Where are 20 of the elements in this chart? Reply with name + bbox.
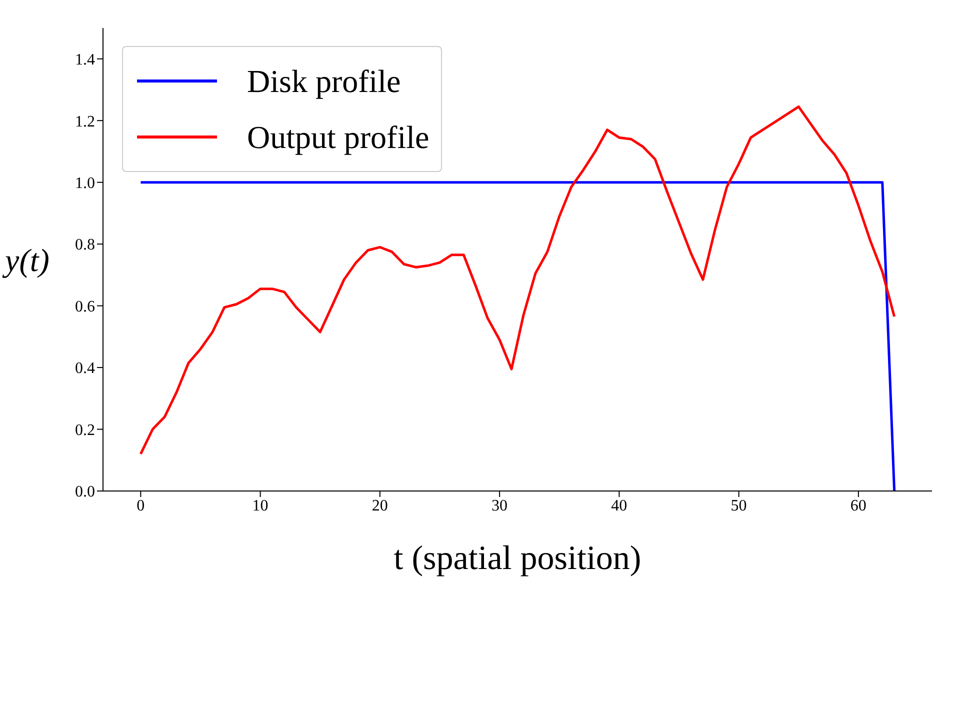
y-tick-label: 1.2 <box>75 113 95 130</box>
x-tick-label: 50 <box>730 497 747 514</box>
x-tick-label: 40 <box>611 497 628 514</box>
y-tick-label: 0.0 <box>75 484 95 501</box>
x-tick-label: 20 <box>372 497 388 514</box>
y-tick-label: 0.4 <box>75 360 95 378</box>
y-tick-label: 1.0 <box>75 175 95 192</box>
y-tick-label: 1.4 <box>75 52 95 69</box>
line-series <box>139 105 896 456</box>
x-axis-title: t (spatial position) <box>394 540 642 577</box>
y-axis-title: y(t) <box>2 242 50 278</box>
y-tick-label: 0.8 <box>75 236 95 254</box>
x-tick-label: 0 <box>136 497 145 514</box>
y-tick-label: 0.6 <box>75 298 95 316</box>
legend-label: Output profile <box>247 118 430 156</box>
x-tick-label: 10 <box>252 497 268 514</box>
y-tick-label: 0.2 <box>75 422 95 439</box>
x-tick-label: 30 <box>492 497 508 514</box>
legend-label: Disk profile <box>247 62 401 100</box>
x-tick-label: 60 <box>850 497 866 514</box>
